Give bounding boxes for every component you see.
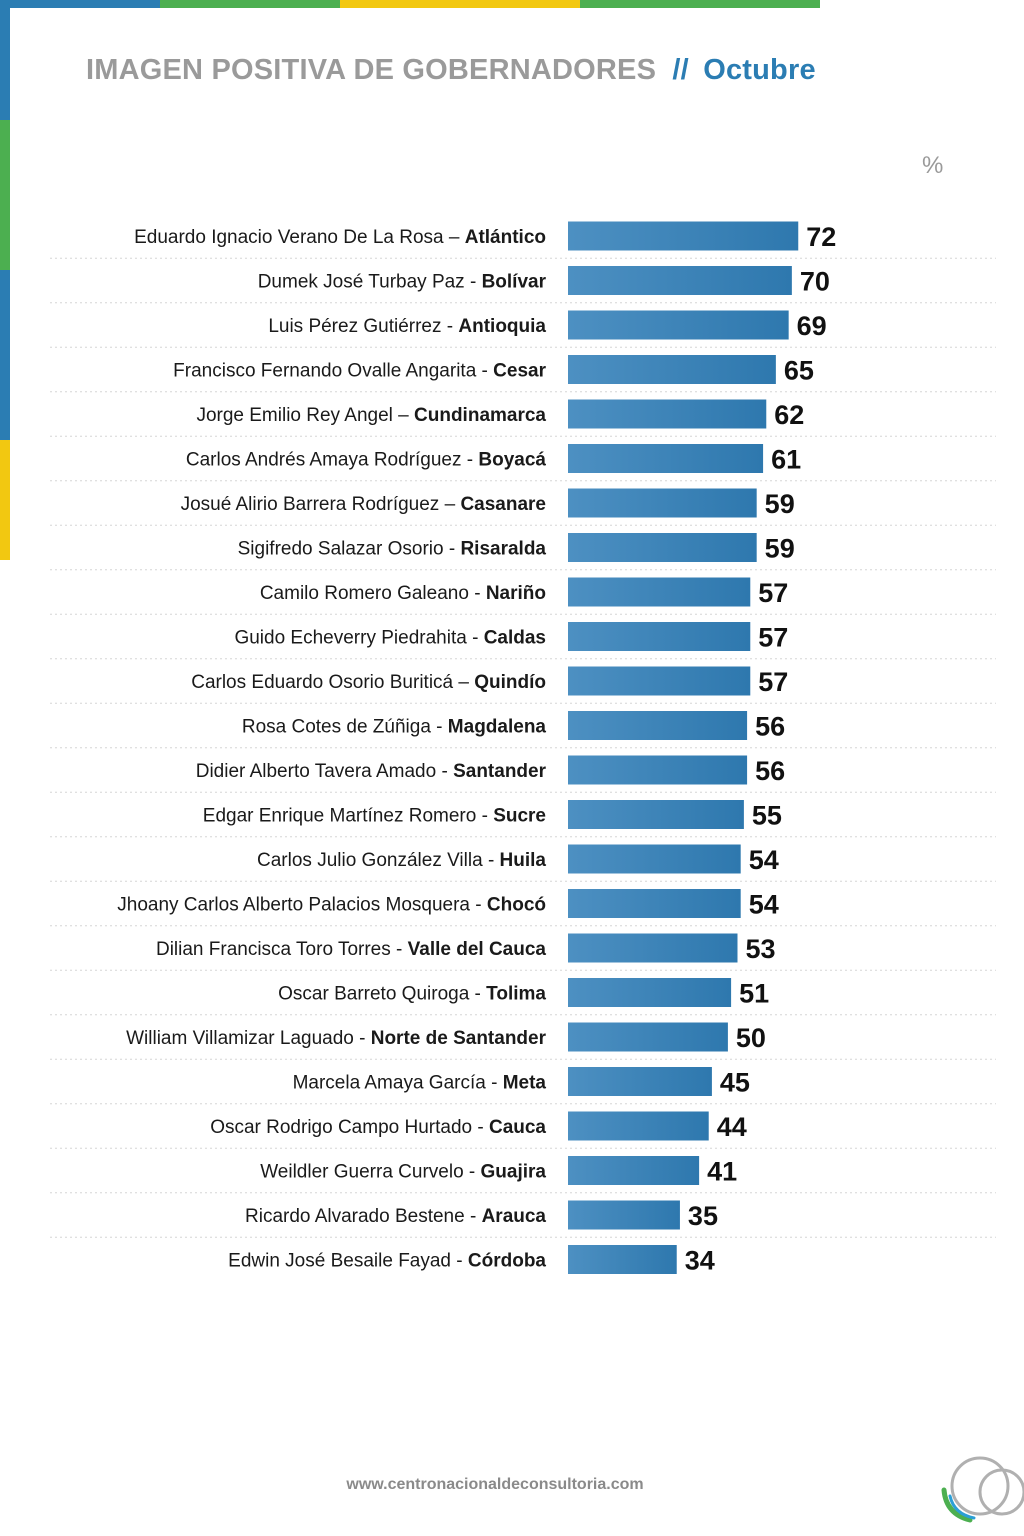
category-label: Oscar Barreto Quiroga - Tolima xyxy=(278,984,546,1005)
value-label: 50 xyxy=(736,1023,766,1053)
bar xyxy=(568,978,732,1007)
value-label: 65 xyxy=(784,356,814,386)
bar xyxy=(568,1022,728,1052)
category-label: Carlos Eduardo Osorio Buriticá – Quindío xyxy=(191,672,546,693)
category-label: William Villamizar Laguado - Norte de Sa… xyxy=(126,1028,546,1049)
value-label: 44 xyxy=(717,1112,747,1142)
value-label: 41 xyxy=(707,1157,737,1187)
value-label: 56 xyxy=(755,756,785,786)
category-label: Didier Alberto Tavera Amado - Santander xyxy=(196,761,547,782)
unit-label: % xyxy=(922,152,944,179)
bar xyxy=(568,1245,677,1274)
value-label: 72 xyxy=(806,222,836,252)
bar xyxy=(568,399,767,429)
category-label: Carlos Julio González Villa - Huila xyxy=(257,850,546,871)
category-label: Josué Alirio Barrera Rodríguez – Casanar… xyxy=(181,494,546,515)
category-label: Oscar Rodrigo Campo Hurtado - Cauca xyxy=(210,1117,546,1138)
top-color-stripe xyxy=(0,0,820,8)
value-label: 57 xyxy=(758,578,788,608)
bar xyxy=(568,844,741,874)
footer-url[interactable]: www.centronacionaldeconsultoria.com xyxy=(346,1476,644,1493)
category-label: Edwin José Besaile Fayad - Córdoba xyxy=(228,1251,546,1272)
category-label: Edgar Enrique Martínez Romero - Sucre xyxy=(203,806,546,827)
category-label: Guido Echeverry Piedrahita - Caldas xyxy=(234,628,546,649)
value-label: 34 xyxy=(685,1246,715,1276)
category-label: Dilian Francisca Toro Torres - Valle del… xyxy=(156,939,546,960)
value-label: 45 xyxy=(720,1068,750,1098)
category-label: Dumek José Turbay Paz - Bolívar xyxy=(258,272,547,293)
value-label: 70 xyxy=(800,267,830,297)
category-label: Ricardo Alvarado Bestene - Arauca xyxy=(245,1206,546,1227)
bar xyxy=(568,622,751,651)
bar xyxy=(568,1111,709,1141)
value-label: 51 xyxy=(739,979,769,1009)
bar xyxy=(568,577,751,607)
category-label: Francisco Fernando Ovalle Angarita - Ces… xyxy=(173,361,546,382)
category-label: Marcela Amaya García - Meta xyxy=(293,1073,547,1094)
value-label: 54 xyxy=(749,890,779,920)
bar xyxy=(568,1067,712,1096)
value-label: 62 xyxy=(774,400,804,430)
bar xyxy=(568,533,757,562)
value-label: 57 xyxy=(758,667,788,697)
bar xyxy=(568,933,738,963)
bar xyxy=(568,711,748,740)
bar xyxy=(568,755,748,785)
bar xyxy=(568,355,776,384)
value-label: 69 xyxy=(797,311,827,341)
value-label: 57 xyxy=(758,623,788,653)
bar xyxy=(568,889,741,918)
company-logo-icon xyxy=(941,1456,1024,1523)
page-title: IMAGEN POSITIVA DE GOBERNADORES // Octub… xyxy=(86,54,816,87)
bar-chart: Eduardo Ignacio Verano De La Rosa – Atlá… xyxy=(50,221,996,1276)
category-label: Rosa Cotes de Zúñiga - Magdalena xyxy=(242,717,547,738)
category-label: Eduardo Ignacio Verano De La Rosa – Atlá… xyxy=(134,227,546,248)
bar xyxy=(568,800,744,829)
bar xyxy=(568,444,764,473)
bar xyxy=(568,310,789,340)
bar xyxy=(568,1200,680,1230)
bar xyxy=(568,488,757,518)
category-label: Weildler Guerra Curvelo - Guajira xyxy=(260,1162,546,1183)
value-label: 54 xyxy=(749,845,779,875)
value-label: 35 xyxy=(688,1201,718,1231)
category-label: Sigifredo Salazar Osorio - Risaralda xyxy=(238,539,547,560)
bar xyxy=(568,266,792,295)
bar xyxy=(568,221,799,251)
title-separator: // xyxy=(672,54,689,86)
title-main: IMAGEN POSITIVA DE GOBERNADORES xyxy=(86,54,657,86)
bar xyxy=(568,666,751,696)
value-label: 59 xyxy=(765,534,795,564)
value-label: 53 xyxy=(745,934,775,964)
left-color-stripe xyxy=(0,0,10,560)
title-month: Octubre xyxy=(703,54,816,86)
category-label: Jhoany Carlos Alberto Palacios Mosquera … xyxy=(117,895,546,916)
value-label: 61 xyxy=(771,445,801,475)
bar xyxy=(568,1156,700,1185)
category-label: Carlos Andrés Amaya Rodríguez - Boyacá xyxy=(186,450,547,471)
category-label: Camilo Romero Galeano - Nariño xyxy=(260,583,546,604)
value-label: 56 xyxy=(755,712,785,742)
value-label: 59 xyxy=(765,489,795,519)
category-label: Jorge Emilio Rey Angel – Cundinamarca xyxy=(196,405,546,426)
category-label: Luis Pérez Gutiérrez - Antioquia xyxy=(268,316,546,337)
value-label: 55 xyxy=(752,801,782,831)
